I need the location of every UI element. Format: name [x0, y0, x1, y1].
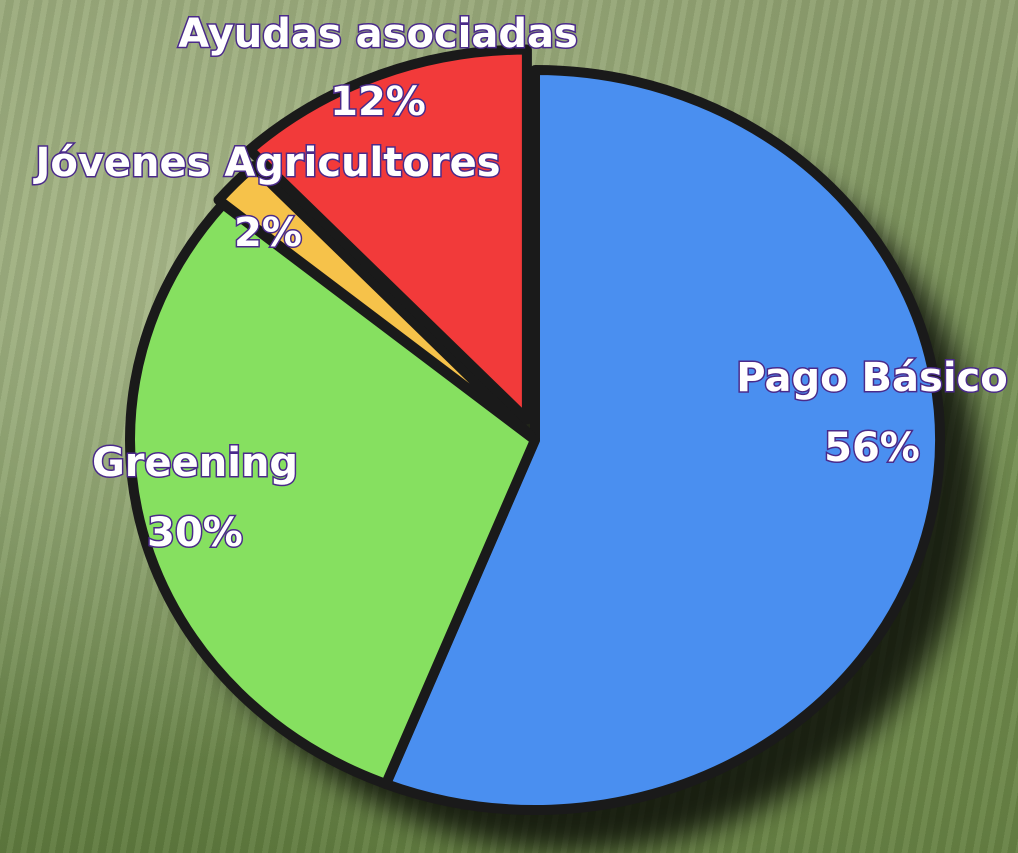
slice-label: Greening: [92, 440, 298, 486]
slice-label: Ayudas asociadas: [178, 11, 578, 57]
slice-value-label: 30%: [147, 510, 243, 556]
chart: Pago Básico 56% Greening 30% Jóvenes Agricul…: [0, 0, 1018, 853]
slice-value-label: 12%: [330, 79, 426, 125]
slice-value-label: 2%: [234, 210, 302, 256]
slice-label: Pago Básico: [736, 355, 1007, 401]
page: Pago Básico 56% Greening 30% Jóvenes Agricul…: [0, 0, 1018, 853]
slice-label: Jóvenes Agricultores: [32, 140, 500, 186]
slice-value-label: 56%: [824, 425, 920, 471]
